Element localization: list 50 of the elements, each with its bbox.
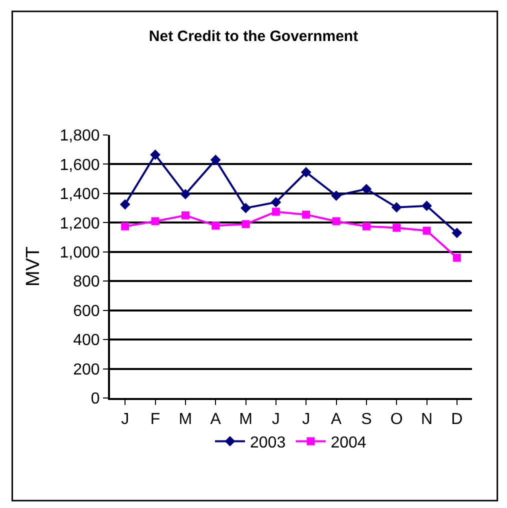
legend-label: 2003 — [250, 434, 286, 452]
y-tick-label: 400 — [73, 332, 100, 350]
y-tick-label: 1,000 — [60, 244, 100, 262]
x-tick-label: M — [178, 411, 192, 428]
x-tick-label: S — [361, 411, 372, 428]
point — [181, 211, 190, 220]
point — [391, 202, 402, 213]
point — [240, 202, 251, 214]
x-tick-label: J — [302, 411, 310, 428]
point — [332, 217, 340, 226]
x-tick-label: D — [451, 411, 463, 428]
point — [270, 197, 282, 208]
point — [302, 210, 310, 219]
point — [210, 154, 221, 166]
legend-label: 2004 — [330, 434, 366, 452]
y-tick-label: 0 — [90, 390, 100, 408]
point — [452, 254, 461, 262]
point — [362, 222, 370, 230]
point — [272, 208, 280, 216]
point — [300, 167, 312, 178]
y-tick-label: 800 — [73, 274, 100, 291]
x-tick-label: A — [210, 411, 222, 428]
y-tick-label: 1,400 — [60, 186, 100, 204]
x-tick-label: O — [390, 411, 403, 428]
y-tick-label: 1,600 — [60, 156, 100, 174]
y-tick-label: 1,800 — [60, 128, 100, 145]
point — [361, 184, 372, 194]
y-tick-label: 600 — [73, 302, 100, 320]
point — [150, 150, 160, 160]
point — [151, 217, 160, 226]
y-axis-title: MVT — [23, 246, 44, 287]
x-tick-label: N — [420, 411, 433, 428]
point — [452, 228, 462, 238]
point — [422, 226, 431, 235]
y-tick-label: 1,200 — [60, 215, 100, 232]
point — [120, 199, 130, 210]
point — [180, 188, 191, 200]
point — [331, 190, 342, 201]
x-tick-label: J — [121, 411, 130, 428]
x-tick-label: F — [150, 411, 160, 428]
point — [242, 220, 250, 228]
x-tick-label: A — [330, 411, 342, 428]
chart-title: Net Credit to the Government — [148, 28, 358, 45]
point — [392, 224, 401, 232]
point — [121, 222, 130, 230]
x-tick-label: J — [272, 411, 280, 428]
point — [212, 222, 220, 230]
point — [422, 200, 432, 212]
x-tick-label: M — [239, 411, 252, 428]
y-tick-label: 200 — [73, 361, 100, 378]
